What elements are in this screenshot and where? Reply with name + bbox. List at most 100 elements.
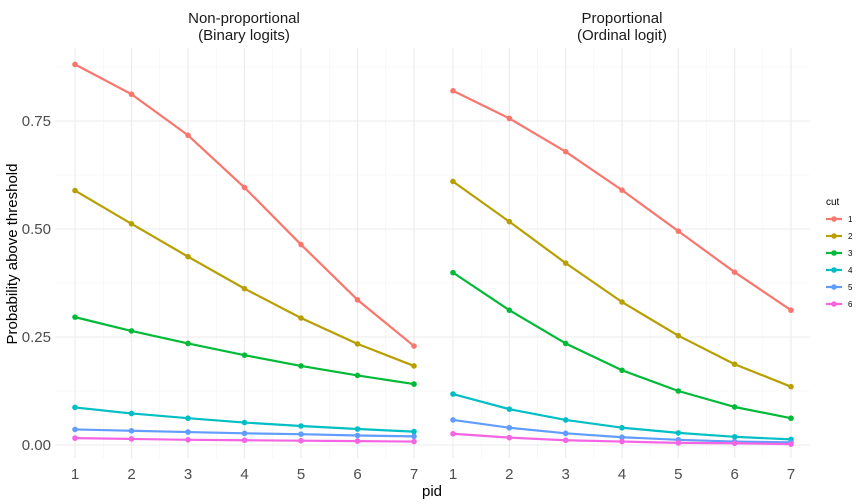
data-point: [128, 91, 135, 98]
legend-label: 2: [848, 232, 853, 241]
legend-key-point: [831, 216, 837, 222]
data-point: [562, 148, 569, 155]
data-point: [619, 299, 625, 305]
data-point: [411, 438, 417, 445]
data-point: [731, 433, 738, 440]
x-tick-label: 3: [184, 466, 192, 483]
data-point: [411, 363, 417, 369]
data-point: [506, 218, 513, 225]
plot-area-left: 1 2 3 4 5 6 7: [55, 48, 433, 483]
data-point: [72, 404, 78, 411]
data-point: [619, 367, 625, 374]
legend-key-point: [831, 267, 837, 273]
data-point: [675, 388, 682, 394]
legend-label: 4: [848, 266, 853, 275]
data-point: [788, 441, 794, 447]
series-3: [450, 269, 794, 422]
data-point: [354, 341, 361, 347]
data-point: [241, 437, 248, 444]
data-point: [298, 315, 304, 321]
data-point: [450, 417, 456, 423]
data-point: [241, 419, 248, 426]
legend-label: 1: [848, 215, 853, 224]
data-point: [128, 427, 135, 434]
data-point: [562, 260, 569, 266]
y-tick-label: 0.00: [22, 437, 51, 454]
x-tick-label: 2: [505, 466, 513, 483]
data-point: [506, 307, 513, 314]
panel-title-left-line1: Non-proportional: [188, 10, 300, 27]
x-tick-label: 5: [674, 466, 682, 483]
data-point: [241, 184, 248, 191]
legend-item: 4: [826, 266, 853, 275]
data-point: [506, 115, 513, 122]
legend-label: 6: [848, 300, 853, 309]
data-point: [298, 437, 304, 444]
panel-title-right-line1: Proportional: [582, 10, 663, 27]
data-point: [731, 269, 738, 276]
data-point: [619, 434, 625, 441]
data-point: [411, 433, 417, 440]
data-point: [128, 328, 135, 334]
data-point: [562, 417, 569, 423]
data-point: [185, 253, 191, 260]
series-5: [72, 426, 417, 440]
x-tick-label: 5: [297, 466, 305, 483]
x-tick-label: 2: [127, 466, 135, 483]
legend-key-point: [831, 301, 837, 307]
data-point: [450, 430, 456, 437]
data-point: [298, 363, 304, 369]
data-point: [241, 430, 248, 437]
data-point: [731, 440, 738, 447]
data-point: [72, 61, 78, 68]
legend-item: 5: [826, 283, 853, 292]
data-point: [298, 431, 304, 438]
data-point: [562, 430, 569, 437]
series-6: [450, 430, 794, 447]
data-point: [619, 424, 625, 431]
data-point: [411, 381, 417, 387]
data-point: [128, 436, 135, 442]
x-tick-label: 7: [410, 466, 418, 483]
data-point: [298, 241, 304, 248]
data-point: [241, 285, 248, 292]
data-point: [354, 426, 361, 432]
x-tick-label: 6: [353, 466, 361, 483]
x-tick-label: 4: [240, 466, 248, 483]
x-axis-title: pid: [422, 483, 442, 500]
panel-left: Non-proportional (Binary logits) 1 2 3 4 5 6 7: [55, 10, 433, 483]
data-point: [185, 340, 191, 347]
series-4: [72, 404, 417, 435]
data-point: [185, 415, 191, 422]
x-tick-label: 1: [71, 466, 79, 483]
data-point: [450, 269, 456, 276]
data-point: [354, 372, 361, 379]
data-point: [72, 187, 78, 194]
data-point: [619, 438, 625, 445]
data-point: [72, 426, 78, 433]
data-point: [411, 343, 417, 349]
data-point: [185, 429, 191, 435]
x-tick-label: 3: [561, 466, 569, 483]
data-point: [241, 352, 248, 358]
data-point: [185, 437, 191, 443]
data-point: [506, 424, 513, 431]
y-axis: 0.00 0.25 0.50 0.75: [22, 113, 51, 454]
series-2: [450, 178, 794, 390]
legend-item: 2: [826, 232, 853, 241]
data-point: [506, 406, 513, 412]
legend: cut 1 2 3 4 5 6: [826, 197, 853, 309]
data-point: [354, 432, 361, 439]
legend-key-point: [831, 284, 837, 290]
data-point: [354, 438, 361, 444]
panel-title-left-line2: (Binary logits): [198, 27, 290, 44]
legend-label: 5: [848, 283, 853, 292]
x-tick-label: 7: [787, 466, 795, 483]
series-3: [72, 314, 417, 387]
legend-key-point: [831, 250, 837, 256]
panel-title-right-line2: (Ordinal logit): [577, 27, 667, 44]
data-point: [354, 297, 361, 303]
y-tick-label: 0.50: [22, 221, 51, 238]
data-point: [731, 404, 738, 410]
